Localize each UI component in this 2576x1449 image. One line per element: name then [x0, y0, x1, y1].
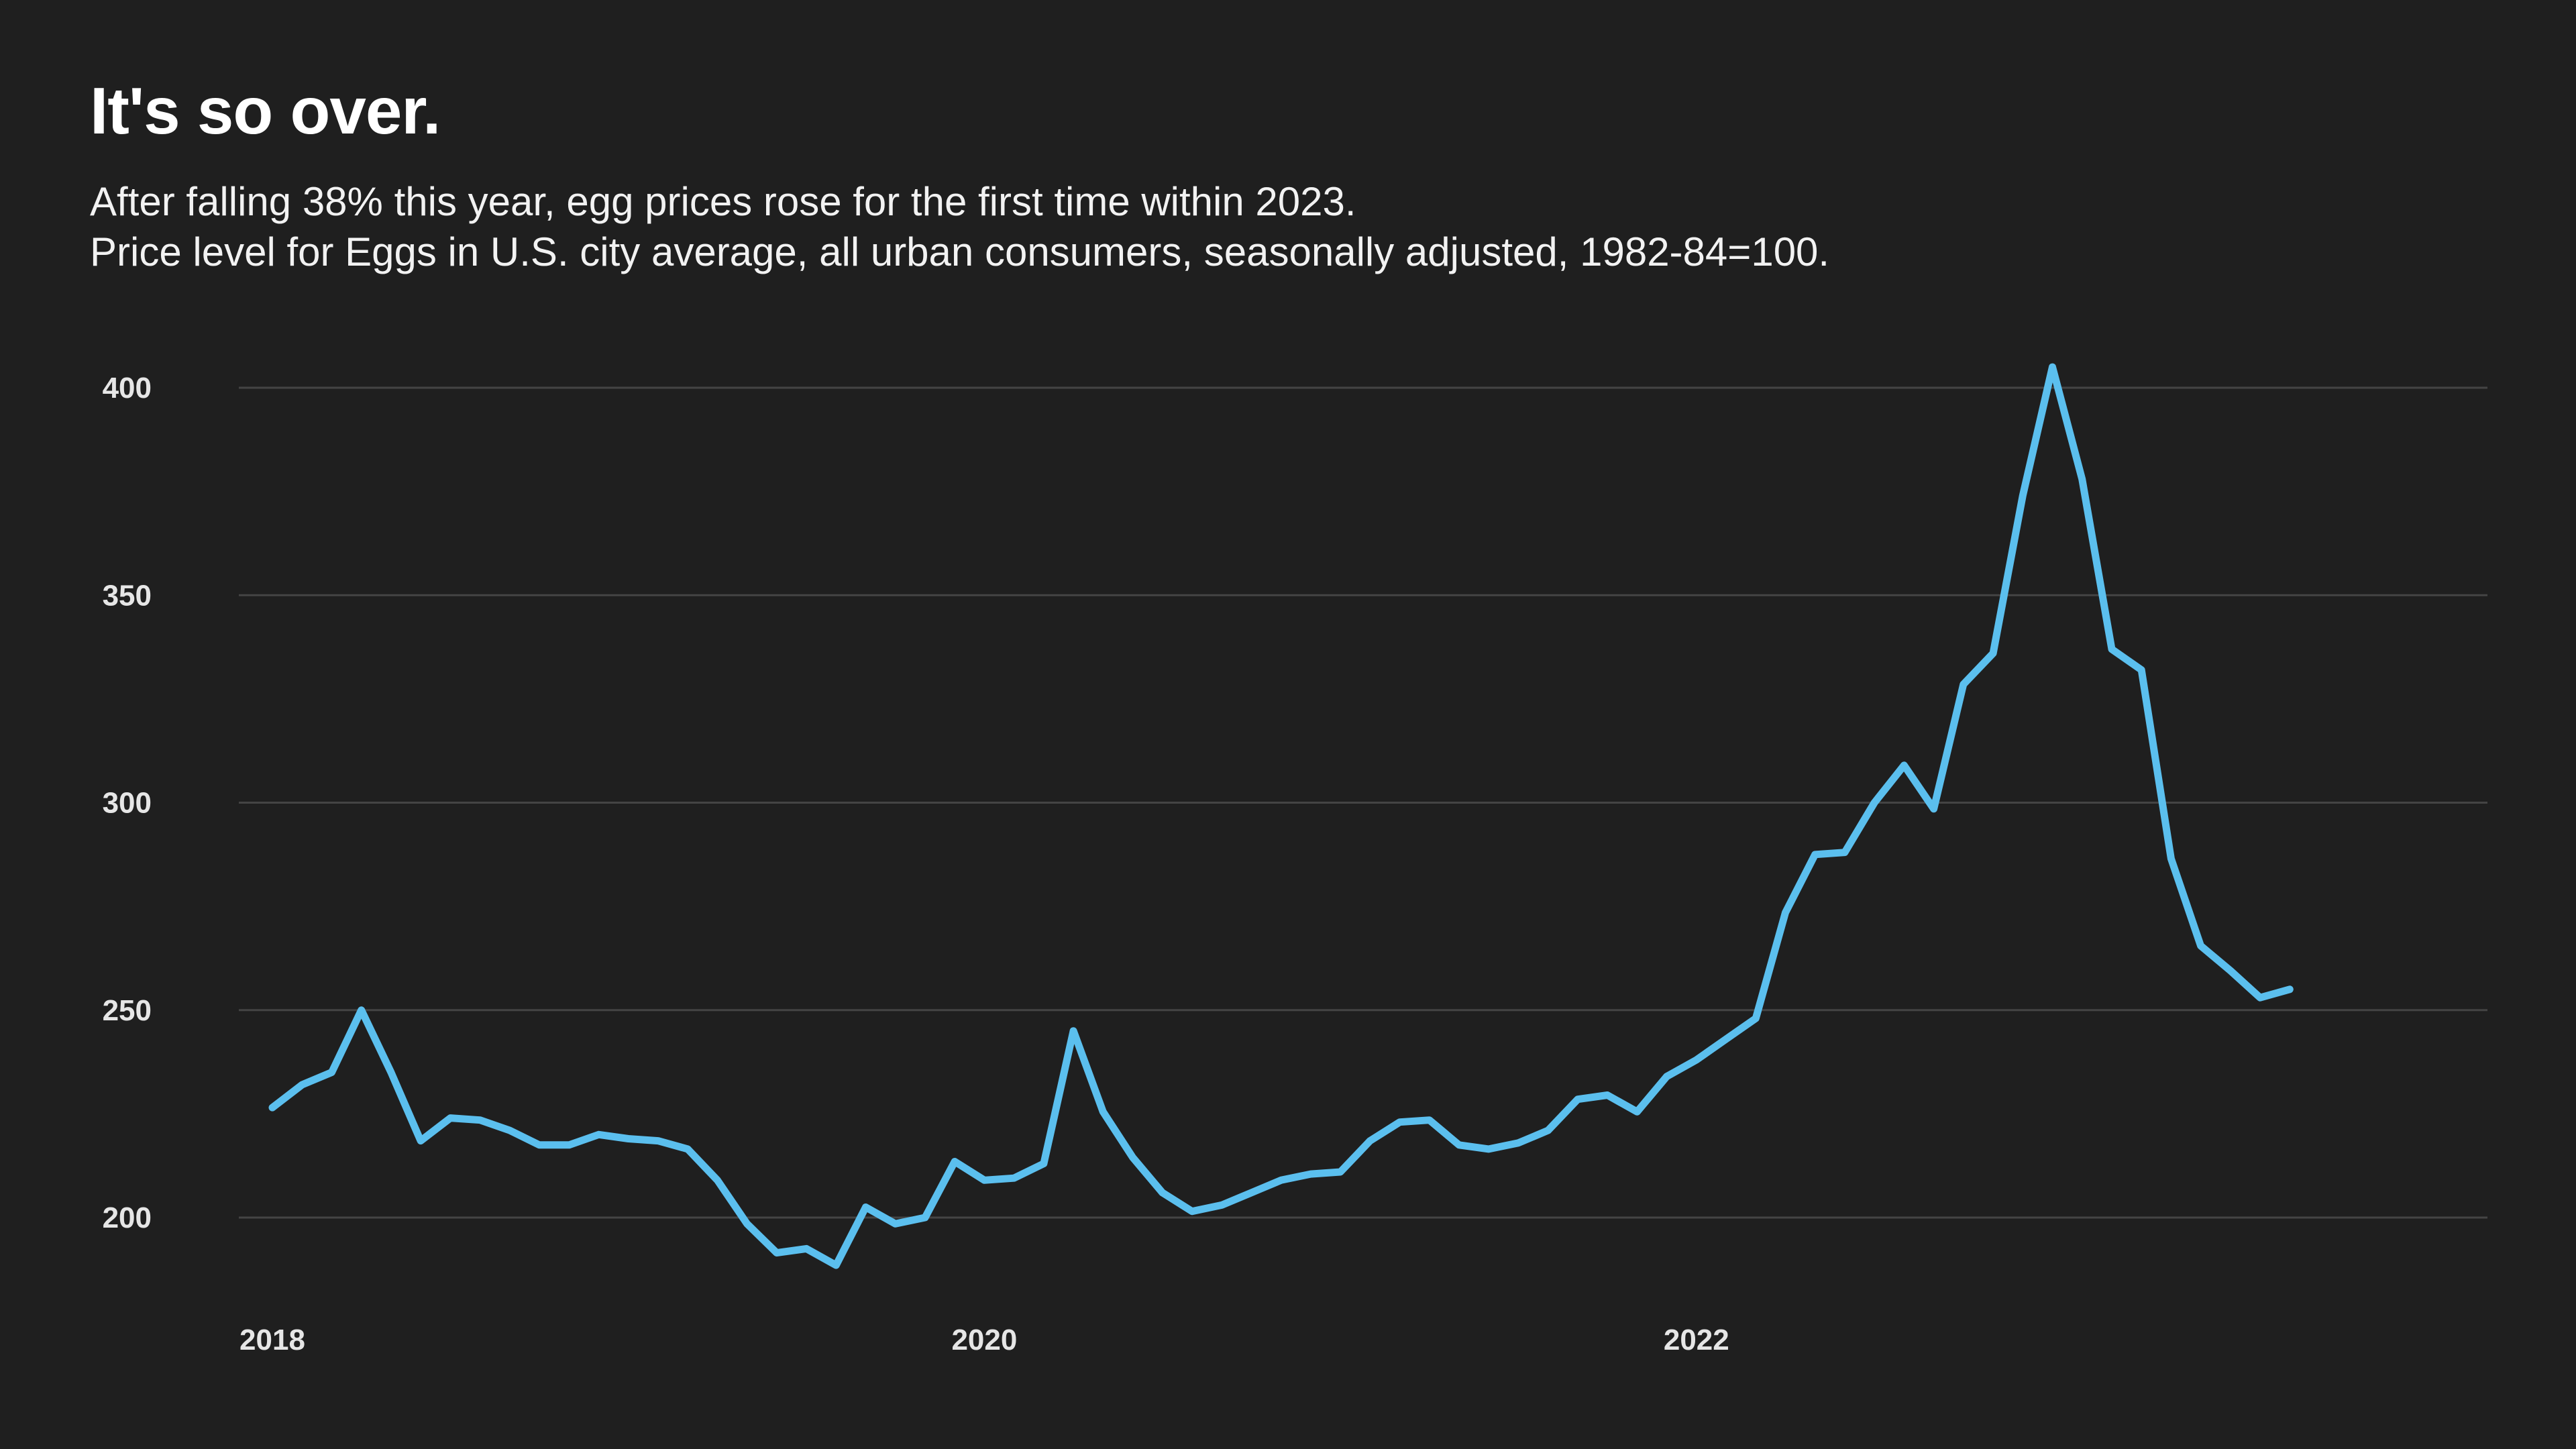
x-axis-tick-labels: 2018 2020 2022 — [239, 1324, 1729, 1356]
y-tick-label-400: 400 — [103, 372, 152, 405]
y-axis-tick-labels: 200 250 300 350 400 — [103, 372, 152, 1234]
chart-subtitle: After falling 38% this year, egg prices … — [90, 176, 1829, 277]
grid-layer — [239, 386, 2487, 1219]
chart-title: It's so over. — [90, 74, 441, 148]
series-layer — [268, 363, 2294, 1269]
x-tick-label-2020: 2020 — [951, 1324, 1017, 1356]
series-line-0 — [268, 363, 2294, 1269]
y-tick-label-350: 350 — [103, 579, 152, 612]
y-tick-label-300: 300 — [103, 787, 152, 820]
x-tick-label-2018: 2018 — [239, 1324, 305, 1356]
subtitle-line-1: After falling 38% this year, egg prices … — [90, 179, 1356, 224]
y-tick-label-200: 200 — [103, 1201, 152, 1234]
x-tick-label-2022: 2022 — [1664, 1324, 1729, 1356]
y-tick-label-250: 250 — [103, 994, 152, 1027]
subtitle-line-2: Price level for Eggs in U.S. city averag… — [90, 229, 1830, 274]
